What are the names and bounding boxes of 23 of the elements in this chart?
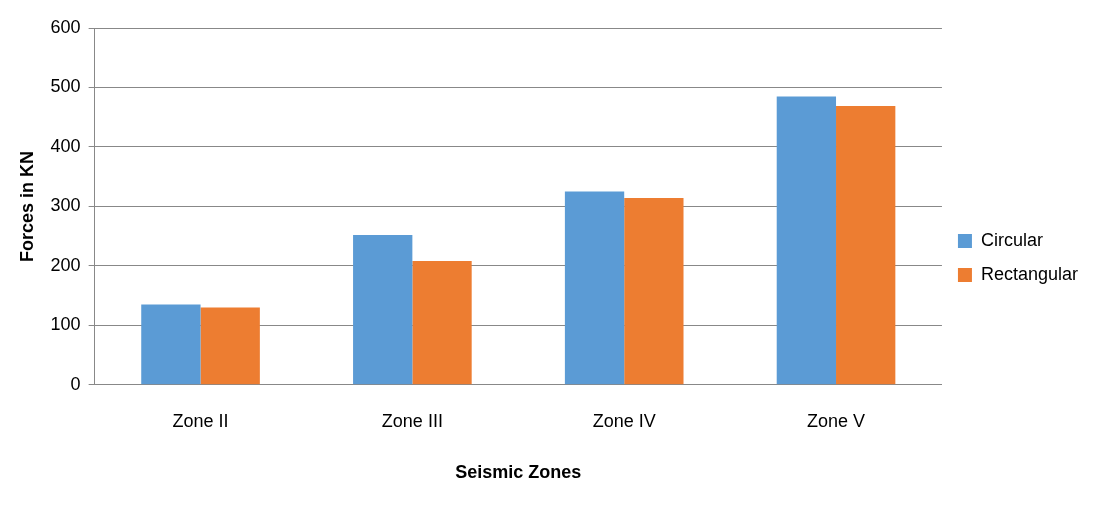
x-tick-label: Zone II — [172, 410, 229, 431]
y-tick-label: 0 — [70, 373, 81, 394]
bar — [776, 96, 837, 385]
x-axis-title: Seismic Zones — [455, 462, 582, 483]
legend-label: Circular — [980, 229, 1043, 250]
y-tick-label: 100 — [50, 314, 81, 335]
y-axis-title: Forces in KN — [16, 150, 37, 262]
bar — [624, 198, 684, 385]
y-tick-label: 500 — [50, 76, 81, 97]
x-tick-label: Zone V — [807, 410, 866, 431]
bar — [836, 105, 896, 385]
bar — [412, 261, 472, 385]
bar — [564, 191, 625, 385]
y-tick-label: 300 — [50, 195, 81, 216]
legend-label: Rectangular — [980, 263, 1079, 284]
bar — [200, 307, 260, 385]
x-tick-label: Zone III — [381, 410, 443, 431]
x-tick-label: Zone IV — [592, 410, 656, 431]
y-tick-label: 600 — [50, 16, 81, 37]
y-tick-label: 200 — [50, 254, 81, 275]
bar — [353, 234, 413, 385]
bar — [141, 304, 201, 385]
y-tick-label: 400 — [50, 135, 81, 156]
